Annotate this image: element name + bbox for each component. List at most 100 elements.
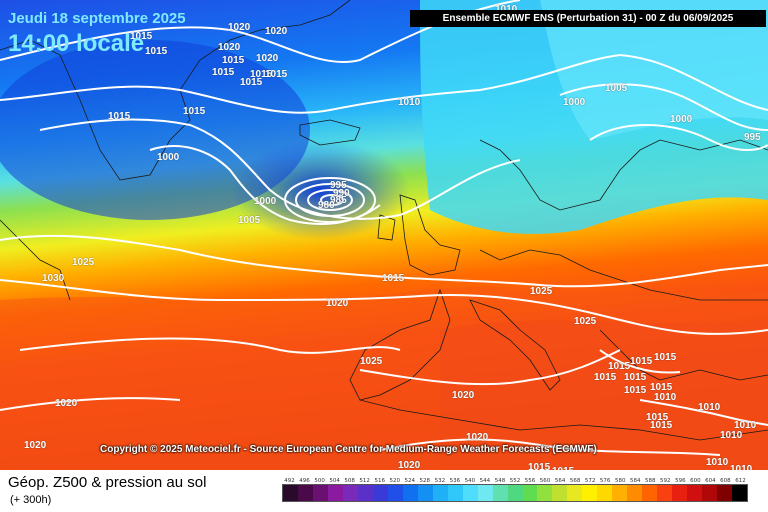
isobar-label: 1015	[240, 77, 263, 88]
scale-tick-label: 556	[524, 478, 536, 484]
product-title: Géop. Z500 & pression au sol	[8, 474, 207, 491]
weather-map: 1020 1020 1015 1015 1020 1020 1015 1015 1015 1015…	[0, 0, 768, 470]
model-banner: Ensemble ECMWF ENS (Perturbation 31) - 0…	[410, 10, 766, 27]
isobar-label: 1020	[55, 398, 78, 409]
isobar-label: 1005	[238, 215, 261, 226]
scale-tick-label: 512	[359, 478, 370, 484]
isobar-label: 1010	[706, 457, 729, 468]
scale-tick-label: 576	[599, 478, 611, 484]
isobar-label: 1015	[145, 46, 168, 57]
isobar-label: 1015	[183, 106, 206, 117]
isobar-label: 1000	[563, 97, 586, 108]
scale-tick-label: 544	[479, 478, 491, 484]
isobar-label: 1025	[530, 286, 553, 297]
isobar-label: 1015	[594, 372, 617, 383]
scale-tick-label: 532	[434, 478, 446, 484]
isobar-label: 1020	[466, 432, 489, 443]
color-scale: 492 496 500 504 508 512 516 520 524 528 532 536 540 5…	[282, 478, 748, 502]
scale-tick-label: 552	[509, 478, 521, 484]
scale-swatch	[477, 485, 493, 501]
isobar-label: 995	[330, 180, 347, 191]
isobar-label: 1015	[130, 31, 153, 42]
scale-tick-label: 604	[705, 478, 716, 484]
scale-tick-label: 608	[720, 478, 731, 484]
isobar-label: 1015	[222, 55, 245, 66]
isobar-label: 1025	[574, 316, 597, 327]
scale-tick-label: 492	[284, 478, 295, 484]
isobar-label: 1015	[654, 352, 677, 363]
scale-tick-label: 496	[299, 478, 310, 484]
lead-time: (+ 300h)	[10, 494, 52, 506]
scale-tick-label: 520	[389, 478, 400, 484]
isobar-label: 1015	[624, 372, 647, 383]
scale-swatch	[687, 485, 703, 501]
isobar-label: 1010	[734, 420, 757, 431]
forecast-date: Jeudi 18 septembre 2025	[8, 10, 186, 27]
scale-tick-label: 612	[735, 478, 746, 484]
scale-tick-label: 592	[660, 478, 671, 484]
scale-swatch	[417, 485, 433, 501]
isobar-label: 1015	[108, 111, 131, 122]
scale-swatch	[552, 485, 568, 501]
scale-swatch	[642, 485, 658, 501]
copyright-notice: Copyright © 2025 Meteociel.fr - Source E…	[100, 444, 597, 455]
legend-footer: Géop. Z500 & pression au sol (+ 300h) 49…	[0, 470, 768, 512]
scale-swatch	[597, 485, 613, 501]
scale-tick-label: 572	[584, 478, 596, 484]
scale-swatch	[537, 485, 553, 501]
isobar-label: 980	[318, 200, 335, 211]
isobar-label: 1020	[24, 440, 47, 451]
scale-swatch	[372, 485, 388, 501]
scale-swatch	[507, 485, 523, 501]
scale-swatch	[657, 485, 673, 501]
isobar-label: 1020	[218, 42, 241, 53]
isobar-label: 1020	[398, 460, 421, 470]
color-scale-ticks: 492 496 500 504 508 512 516 520 524 528 532 536 540 5…	[282, 478, 748, 484]
scale-swatch	[447, 485, 463, 501]
scale-tick-label: 596	[675, 478, 686, 484]
isobar-label: 1005	[605, 83, 628, 94]
isobar-label: 1010	[720, 430, 743, 441]
scale-swatch	[702, 485, 718, 501]
scale-swatch	[432, 485, 448, 501]
isobar-label: 1015	[650, 382, 673, 393]
isobar-label: 1015	[250, 69, 273, 80]
scale-swatch	[717, 485, 733, 501]
scale-swatch	[732, 485, 748, 501]
isobar-label: 1000	[254, 196, 277, 207]
scale-tick-label: 548	[494, 478, 506, 484]
forecast-time: 14:00 locale	[8, 30, 145, 57]
scale-tick-label: 580	[614, 478, 626, 484]
scale-swatch	[462, 485, 478, 501]
scale-swatch	[672, 485, 688, 501]
isobar-label: 1015	[650, 420, 673, 431]
scale-swatch	[283, 485, 298, 501]
isobar-label: 1020	[256, 53, 279, 64]
scale-tick-label: 528	[419, 478, 431, 484]
isobar-label: 1015	[265, 69, 288, 80]
isobar-label: 1020	[452, 390, 475, 401]
isobar-label: 990	[333, 188, 350, 199]
scale-tick-label: 524	[404, 478, 416, 484]
isobar-label: 1015	[608, 361, 631, 372]
scale-tick-label: 588	[645, 478, 656, 484]
scale-swatch	[612, 485, 628, 501]
scale-swatch	[492, 485, 508, 501]
isobar-label: 1025	[360, 356, 383, 367]
isobar-label: 1020	[228, 22, 251, 33]
isobar-label: 1020	[265, 26, 288, 37]
isobar-label: 1015	[624, 385, 647, 396]
isobar-label: 1000	[670, 114, 693, 125]
isobar-label: 1015	[382, 273, 405, 284]
isobar-label: 1000	[157, 152, 180, 163]
scale-swatch	[357, 485, 373, 501]
geopotential-field	[0, 0, 768, 470]
scale-tick-label: 600	[690, 478, 701, 484]
scale-tick-label: 500	[314, 478, 325, 484]
scale-tick-label: 564	[554, 478, 566, 484]
scale-tick-label: 508	[344, 478, 355, 484]
color-scale-bar	[282, 484, 748, 502]
isobar-label: 1010	[398, 97, 421, 108]
isobar-label: 995	[744, 132, 761, 143]
isobar-label: 1010	[698, 402, 721, 413]
